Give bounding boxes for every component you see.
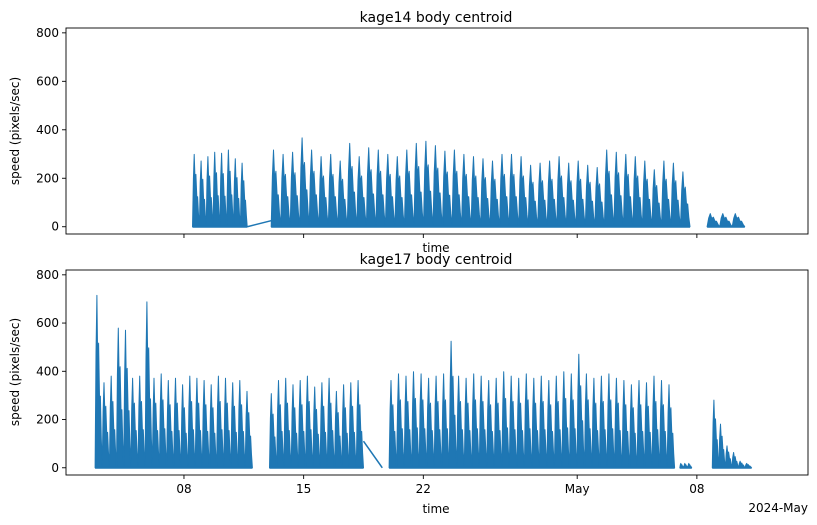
x-tick-label: 15	[296, 482, 311, 496]
x-tick-label: 08	[689, 482, 704, 496]
chart-title: kage17 body centroid	[360, 252, 513, 268]
x-tick-label: 22	[416, 482, 431, 496]
y-tick-label: 400	[36, 123, 59, 137]
series-connector	[362, 440, 383, 469]
y-axis-label: speed (pixels/sec)	[8, 318, 22, 426]
series-burst	[192, 149, 248, 228]
plot-area	[65, 269, 809, 476]
subplot-kage14: kage14 body centroid speed (pixels/sec) …	[8, 10, 809, 255]
y-tick-label: 800	[36, 268, 59, 282]
y-ticks: 0 200 400 600 800	[36, 26, 66, 234]
x-tick-label: 08	[176, 482, 191, 496]
chart-title: kage14 body centroid	[360, 10, 513, 26]
x-axis-label: time	[422, 241, 449, 255]
y-tick-label: 600	[36, 74, 59, 88]
y-tick-label: 200	[36, 171, 59, 185]
y-axis-label: speed (pixels/sec)	[8, 77, 22, 185]
x-ticks: 08 15 22 May 08	[176, 475, 705, 496]
series-marks	[94, 294, 753, 469]
series-burst	[270, 137, 691, 228]
series-burst	[94, 294, 253, 469]
y-tick-label: 800	[36, 26, 59, 40]
plot-area	[65, 27, 809, 235]
x-tick-label: May	[565, 482, 590, 496]
y-tick-label: 0	[51, 220, 59, 234]
x-axis-label: time	[422, 502, 449, 516]
series-connector	[247, 219, 272, 228]
y-tick-label: 200	[36, 413, 59, 427]
series-burst	[711, 399, 753, 469]
series-burst	[388, 340, 676, 469]
series-burst	[679, 462, 693, 469]
y-tick-label: 0	[51, 461, 59, 475]
x-ticks	[183, 234, 698, 238]
y-tick-label: 600	[36, 316, 59, 330]
series-burst	[269, 375, 364, 469]
subplot-kage17: kage17 body centroid speed (pixels/sec) …	[8, 252, 809, 516]
y-ticks: 0 200 400 600 800	[36, 268, 66, 475]
x-offset-label: 2024-May	[748, 501, 808, 515]
series-burst	[706, 213, 746, 228]
y-tick-label: 400	[36, 364, 59, 378]
series-marks	[192, 137, 746, 228]
